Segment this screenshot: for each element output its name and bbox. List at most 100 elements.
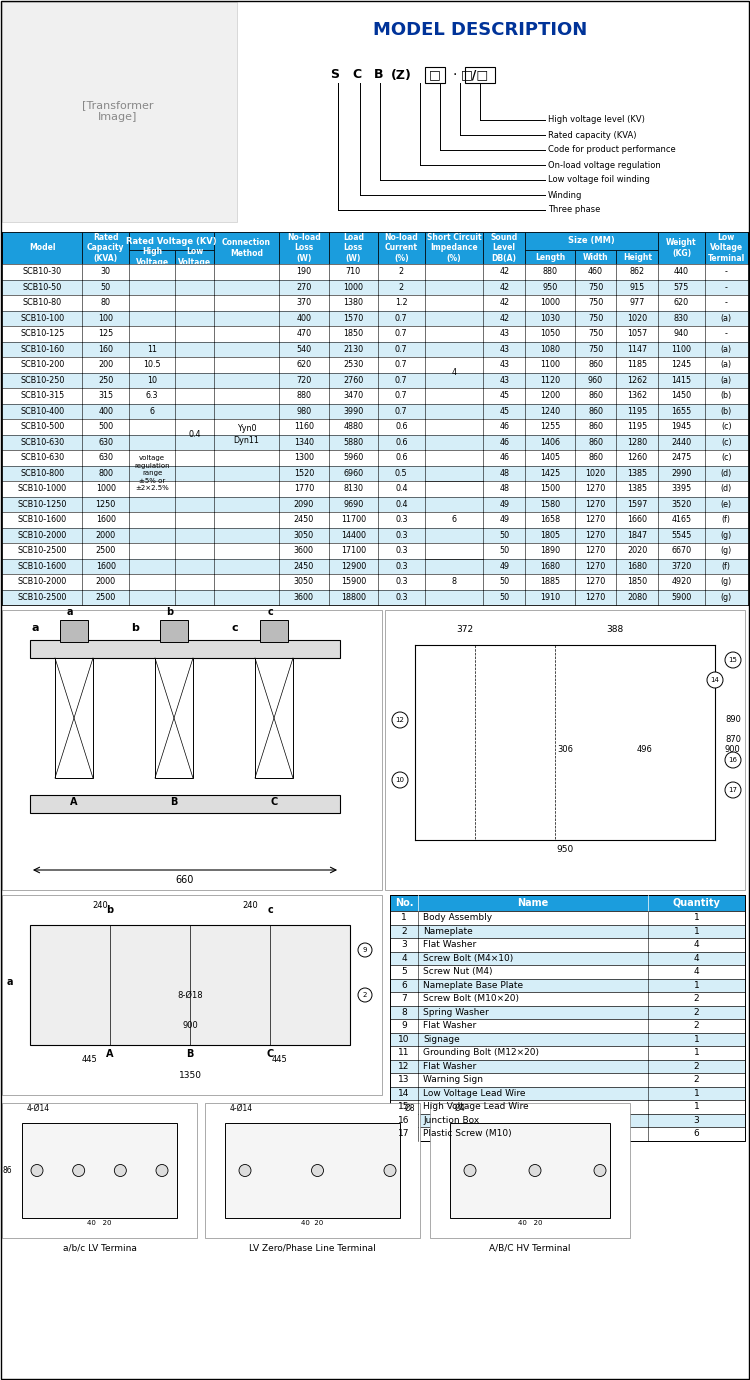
Text: 5545: 5545	[671, 531, 692, 540]
Text: 240: 240	[242, 901, 258, 909]
Text: Warning Sign: Warning Sign	[423, 1075, 483, 1085]
Text: 2: 2	[363, 992, 368, 998]
Text: Name: Name	[518, 898, 548, 908]
Circle shape	[725, 752, 741, 769]
Text: 3600: 3600	[294, 546, 314, 555]
Text: 2: 2	[694, 1021, 699, 1031]
Text: 1147: 1147	[627, 345, 647, 353]
Text: 315: 315	[98, 392, 113, 400]
Bar	[525, 250, 574, 264]
Text: 1195: 1195	[627, 407, 647, 415]
Text: Load
Loss
(W): Load Loss (W)	[343, 233, 364, 264]
Text: SCB10-400: SCB10-400	[20, 407, 64, 415]
Text: 880: 880	[296, 392, 311, 400]
Text: 14: 14	[398, 1089, 410, 1097]
Text: 1580: 1580	[540, 500, 560, 509]
Bar	[129, 403, 176, 420]
Text: 1270: 1270	[586, 500, 606, 509]
Text: 9690: 9690	[344, 500, 364, 509]
Bar	[2, 403, 748, 420]
Text: 1120: 1120	[540, 375, 560, 385]
Text: 3: 3	[694, 1116, 699, 1125]
Text: Ø8: Ø8	[405, 1104, 416, 1112]
Bar	[616, 250, 658, 264]
Text: No-load
Loss
(W): No-load Loss (W)	[287, 233, 321, 264]
Circle shape	[707, 672, 723, 689]
Text: 960: 960	[588, 375, 603, 385]
Circle shape	[392, 712, 408, 729]
Text: 12: 12	[395, 718, 404, 723]
Text: 1270: 1270	[586, 515, 606, 524]
Text: 0.7: 0.7	[395, 345, 407, 353]
Text: 1020: 1020	[627, 313, 647, 323]
Bar	[2, 896, 382, 1094]
Text: 4165: 4165	[671, 515, 692, 524]
Text: Rated
Capacity
(KVA): Rated Capacity (KVA)	[87, 233, 124, 264]
Text: 46: 46	[500, 437, 509, 447]
Text: (d): (d)	[721, 469, 732, 477]
Bar	[2, 310, 748, 326]
Text: 950: 950	[556, 846, 574, 854]
Text: 1655: 1655	[671, 407, 692, 415]
Text: 0.6: 0.6	[395, 437, 407, 447]
Text: 48: 48	[500, 469, 509, 477]
Text: 270: 270	[296, 283, 311, 291]
Text: 160: 160	[98, 345, 113, 353]
Text: A/B/C HV Terminal: A/B/C HV Terminal	[489, 1243, 571, 1253]
Text: (g): (g)	[721, 593, 732, 602]
Bar	[390, 965, 745, 978]
Text: Spring Washer: Spring Washer	[423, 1007, 489, 1017]
Text: 1262: 1262	[627, 375, 647, 385]
Text: 1185: 1185	[627, 360, 647, 370]
Text: 4-Ø14: 4-Ø14	[230, 1104, 253, 1112]
Text: 0.6: 0.6	[395, 453, 407, 462]
Text: Grounding Bolt (M12×20): Grounding Bolt (M12×20)	[423, 1049, 539, 1057]
Text: Flat Washer: Flat Washer	[423, 1061, 476, 1071]
Text: a: a	[32, 622, 39, 633]
Text: 4: 4	[452, 368, 457, 377]
Text: 900: 900	[724, 745, 740, 755]
Text: 750: 750	[588, 298, 603, 308]
Text: 630: 630	[98, 437, 113, 447]
Bar	[225, 1123, 400, 1219]
Bar	[465, 68, 495, 83]
Text: 2000: 2000	[96, 577, 116, 586]
Text: 900: 900	[182, 1020, 198, 1029]
Text: 250: 250	[98, 375, 113, 385]
Bar	[2, 326, 748, 341]
Bar	[390, 911, 745, 925]
Bar	[214, 232, 279, 264]
Text: 1380: 1380	[344, 298, 363, 308]
Text: 1660: 1660	[627, 515, 647, 524]
Text: 9: 9	[363, 947, 368, 954]
Bar	[2, 497, 748, 512]
Text: 6: 6	[401, 981, 406, 989]
Text: 3395: 3395	[671, 484, 692, 493]
Text: 860: 860	[588, 407, 603, 415]
Text: 1100: 1100	[671, 345, 692, 353]
Bar	[658, 232, 705, 264]
Text: 860: 860	[588, 453, 603, 462]
Text: 1: 1	[694, 914, 699, 922]
Text: 1: 1	[694, 1089, 699, 1097]
Bar	[2, 482, 748, 497]
Bar	[390, 1100, 745, 1114]
Text: (b): (b)	[721, 392, 732, 400]
Text: 0.4: 0.4	[395, 500, 407, 509]
Text: A: A	[70, 798, 78, 807]
Text: 2020: 2020	[627, 546, 647, 555]
Text: LV Zero/Phase Line Terminal: LV Zero/Phase Line Terminal	[249, 1243, 376, 1253]
Text: 17100: 17100	[340, 546, 366, 555]
Text: a: a	[7, 977, 13, 987]
Bar	[279, 232, 328, 264]
Text: -: -	[725, 298, 728, 308]
Text: 750: 750	[588, 313, 603, 323]
Text: 6: 6	[694, 1129, 699, 1138]
Text: (Z): (Z)	[391, 69, 412, 81]
Text: 1: 1	[401, 914, 406, 922]
Text: 4920: 4920	[671, 577, 692, 586]
Bar	[155, 658, 193, 778]
Text: 17: 17	[728, 787, 737, 793]
Text: 50: 50	[500, 593, 509, 602]
Text: SCB10-80: SCB10-80	[22, 298, 62, 308]
